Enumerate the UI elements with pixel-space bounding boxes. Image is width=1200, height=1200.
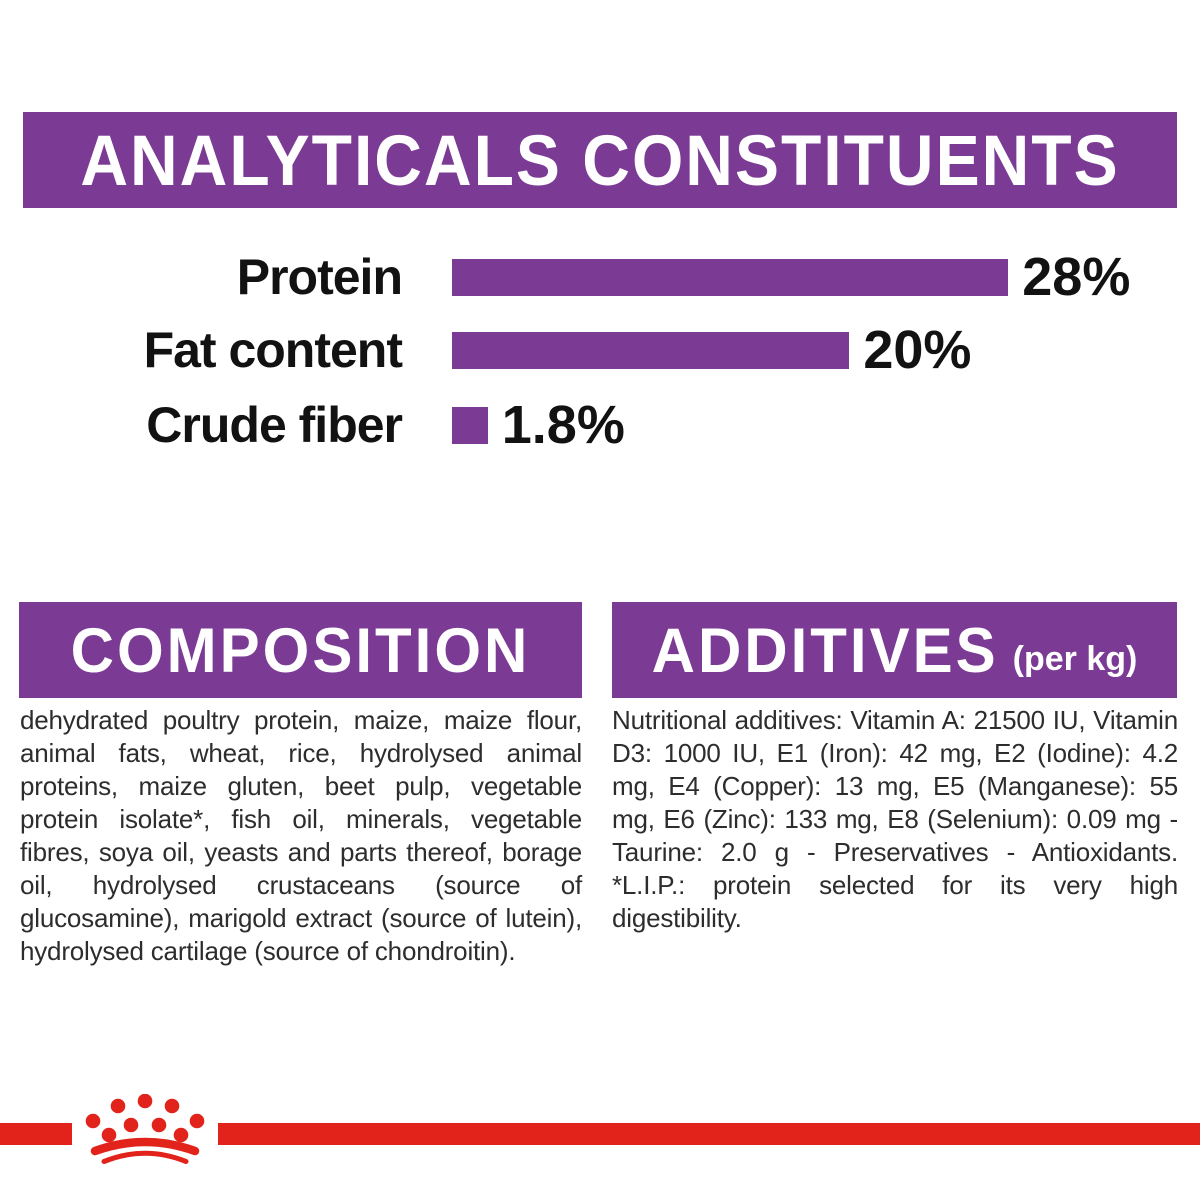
brand-red-band (0, 1123, 1200, 1145)
chart-value-label: 28% (1022, 247, 1131, 307)
additives-body: Nutritional additives: Vitamin A: 21500 … (612, 705, 1178, 933)
crown-logo-icon (85, 1094, 205, 1164)
chart-category-label: Protein (236, 249, 403, 305)
chart-bar-crude-fiber (452, 406, 488, 444)
additives-header-band: ADDITIVES (per kg) (612, 602, 1177, 698)
composition-title: COMPOSITION (70, 614, 531, 686)
additives-subtitle: (per kg) (1012, 639, 1138, 678)
analyticals-title: ANALYTICALS CONSTITUENTS (80, 120, 1120, 200)
chart-category-label: Crude fiber (146, 397, 403, 453)
chart-bar-protein (452, 258, 1009, 296)
chart-row-crude-fiber: Crude fiber 1.8% (0, 395, 1200, 455)
additives-title: ADDITIVES (651, 614, 999, 686)
chart-row-protein: Protein 28% (0, 247, 1200, 307)
chart-bar-fat-content (452, 331, 850, 369)
composition-header-band: COMPOSITION (19, 602, 582, 698)
chart-value-label: 1.8% (501, 395, 625, 455)
chart-value-label: 20% (863, 320, 972, 380)
chart-category-label: Fat content (143, 322, 403, 378)
composition-body: dehydrated poultry protein, maize, maize… (20, 705, 582, 966)
analyticals-header-band: ANALYTICALS CONSTITUENTS (23, 112, 1177, 208)
chart-row-fat-content: Fat content 20% (0, 320, 1200, 380)
